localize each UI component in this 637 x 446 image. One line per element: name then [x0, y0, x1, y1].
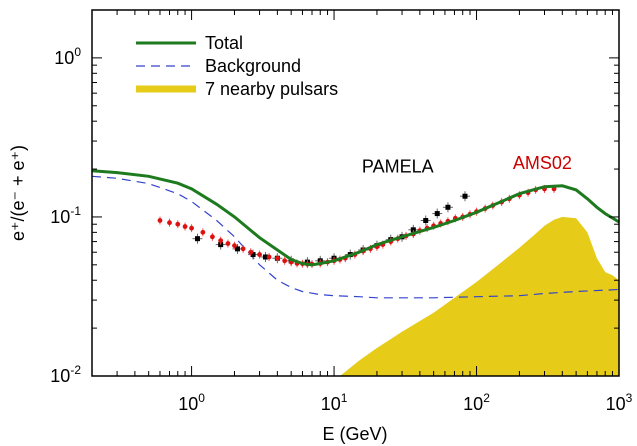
ams02-marker [257, 252, 262, 257]
total-line-layer [91, 169, 620, 267]
ams02-marker [266, 254, 272, 260]
ams02-marker [157, 218, 163, 223]
legend-label: Background [205, 56, 301, 76]
plot-frame [91, 9, 620, 377]
annotation-label: PAMELA [362, 157, 434, 177]
data-points-layer [157, 184, 557, 269]
pamela-marker [218, 242, 224, 248]
ams02-point [189, 224, 194, 233]
ams02-point [157, 216, 163, 225]
ticks-layer [91, 9, 620, 377]
ams02-point [266, 252, 272, 261]
x-tick-label: 101 [321, 391, 348, 414]
ams02-point [218, 236, 224, 245]
tick-labels-layer: 100 101 102 103 10-2 10-1 100 [50, 45, 632, 414]
x-tick-label: 102 [463, 391, 490, 414]
ams02-point [248, 248, 254, 257]
pamela-point [459, 191, 470, 202]
ams02-point [232, 241, 237, 250]
ams02-marker [200, 229, 206, 235]
ams02-marker [274, 255, 280, 261]
pamela-marker [234, 246, 240, 252]
ams02-point [175, 220, 181, 229]
ams02-marker [175, 221, 181, 227]
ams02-marker [218, 238, 224, 243]
background-line [91, 175, 620, 299]
pamela-point [432, 208, 443, 219]
pamela-marker [194, 236, 200, 242]
pamela-marker [410, 227, 416, 233]
pamela-point [248, 249, 259, 260]
pamela-point [420, 215, 431, 226]
pamela-point [442, 202, 453, 213]
y-tick-label: 10-1 [50, 204, 81, 227]
annotations-layer: PAMELA AMS02 [362, 153, 572, 177]
x-axis-label: E (GeV) [322, 424, 387, 444]
ams02-point [182, 222, 188, 231]
ams02-point [240, 244, 246, 253]
y-axis-label: e⁺/(e⁻ + e⁺) [8, 145, 28, 241]
legend-label: Total [205, 33, 243, 53]
pamela-point [192, 233, 203, 244]
pamela-marker [434, 211, 440, 217]
ams02-point [225, 239, 231, 248]
pamela-marker [462, 193, 468, 199]
ams02-marker [282, 258, 288, 264]
annotation-label: AMS02 [513, 153, 572, 173]
pamela-marker [423, 217, 429, 223]
ams02-marker [189, 225, 194, 231]
pamela-marker [445, 204, 451, 210]
x-tick-label: 100 [178, 391, 205, 414]
ams02-marker [248, 249, 254, 255]
pamela-marker [262, 254, 268, 260]
legend-label: 7 nearby pulsars [205, 79, 338, 99]
ams02-marker [182, 224, 188, 229]
ams02-marker [232, 243, 237, 249]
ams02-point [200, 228, 206, 237]
ams02-point [274, 254, 280, 263]
y-tick-label: 100 [54, 45, 81, 68]
ams02-marker [167, 220, 172, 226]
legend: Total Background 7 nearby pulsars [136, 33, 338, 99]
ams02-point [210, 232, 215, 241]
background-line-layer [91, 175, 620, 299]
ams02-marker [240, 246, 246, 252]
ams02-marker [210, 234, 215, 240]
y-tick-label: 10-2 [50, 363, 81, 386]
total-line [91, 169, 620, 267]
ams02-point [167, 218, 172, 227]
ams02-marker [225, 241, 231, 246]
ams02-point [282, 256, 288, 265]
x-tick-label: 103 [606, 391, 633, 414]
ams02-point [257, 250, 262, 259]
pamela-marker [250, 252, 256, 258]
